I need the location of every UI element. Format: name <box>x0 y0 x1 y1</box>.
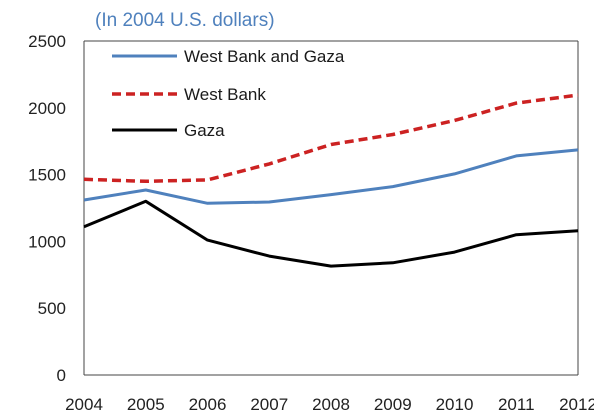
x-axis-ticks: 2004 2005 2006 2007 2008 2009 2010 2011 2012 <box>65 395 594 414</box>
chart-subtitle: (In 2004 U.S. dollars) <box>95 10 275 31</box>
x-tick-label: 2009 <box>374 395 412 414</box>
x-tick-label: 2005 <box>127 395 165 414</box>
y-tick-label: 2500 <box>28 32 66 51</box>
x-tick-label: 2006 <box>189 395 227 414</box>
y-tick-label: 1500 <box>28 166 66 185</box>
y-tick-label: 2000 <box>28 99 66 118</box>
series-line-west-bank <box>83 93 579 184</box>
x-tick-label: 2004 <box>65 395 103 414</box>
y-tick-label: 500 <box>38 299 66 318</box>
x-tick-label: 2011 <box>498 395 535 414</box>
legend-label-gaza: Gaza <box>184 121 225 140</box>
y-axis-ticks: 0 500 1000 1500 2000 2500 <box>28 32 66 385</box>
series-line-gaza <box>83 199 579 268</box>
x-tick-label: 2007 <box>250 395 288 414</box>
y-tick-label: 1000 <box>28 232 66 251</box>
series-line-west-bank-and-gaza <box>83 148 579 205</box>
legend-label-west-bank-and-gaza: West Bank and Gaza <box>184 47 345 66</box>
legend-label-west-bank: West Bank <box>184 85 266 104</box>
x-tick-label: 2008 <box>312 395 350 414</box>
x-tick-label: 2010 <box>436 395 474 414</box>
legend: West Bank and Gaza West Bank Gaza <box>112 47 345 140</box>
y-tick-label: 0 <box>57 366 66 385</box>
series-lines <box>83 93 579 268</box>
x-tick-label: 2012 <box>559 395 594 414</box>
